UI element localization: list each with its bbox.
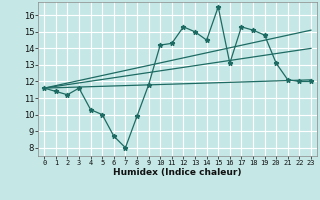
X-axis label: Humidex (Indice chaleur): Humidex (Indice chaleur)	[113, 168, 242, 177]
